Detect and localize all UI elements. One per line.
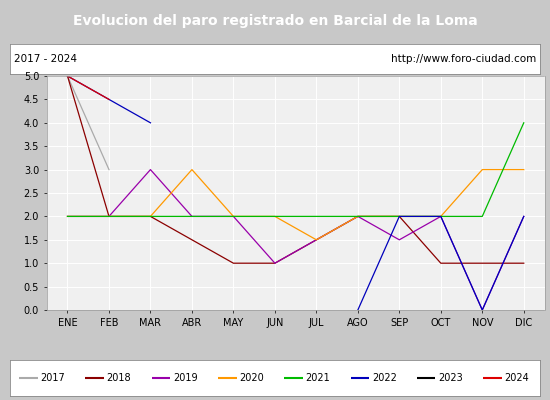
2022 xyxy=(479,308,486,312)
Text: 2021: 2021 xyxy=(305,373,330,383)
2018 xyxy=(106,214,112,219)
2020 xyxy=(313,238,320,242)
2022 xyxy=(520,214,527,219)
Line: 2022: 2022 xyxy=(358,216,524,310)
2021 xyxy=(479,214,486,219)
Text: 2020: 2020 xyxy=(239,373,264,383)
2020 xyxy=(396,214,403,219)
2021 xyxy=(272,214,278,219)
Text: 2017: 2017 xyxy=(40,373,65,383)
2021 xyxy=(106,214,112,219)
Text: 2024: 2024 xyxy=(504,373,529,383)
2018 xyxy=(355,214,361,219)
2018 xyxy=(313,238,320,242)
2019 xyxy=(64,214,71,219)
Line: 2019: 2019 xyxy=(68,170,524,310)
2020 xyxy=(189,167,195,172)
2020 xyxy=(106,214,112,219)
2020 xyxy=(230,214,236,219)
2021 xyxy=(396,214,403,219)
2019 xyxy=(189,214,195,219)
2021 xyxy=(437,214,444,219)
Text: 2019: 2019 xyxy=(173,373,197,383)
Text: 2023: 2023 xyxy=(438,373,463,383)
Text: 2022: 2022 xyxy=(372,373,397,383)
2020 xyxy=(479,167,486,172)
2020 xyxy=(272,214,278,219)
2018 xyxy=(272,261,278,266)
Text: Evolucion del paro registrado en Barcial de la Loma: Evolucion del paro registrado en Barcial… xyxy=(73,14,477,28)
2021 xyxy=(520,120,527,125)
2022 xyxy=(396,214,403,219)
2018 xyxy=(437,261,444,266)
2018 xyxy=(479,261,486,266)
2021 xyxy=(64,214,71,219)
2019 xyxy=(230,214,236,219)
2019 xyxy=(272,261,278,266)
Text: 2017 - 2024: 2017 - 2024 xyxy=(14,54,77,64)
2019 xyxy=(520,214,527,219)
2021 xyxy=(355,214,361,219)
2021 xyxy=(230,214,236,219)
2018 xyxy=(230,261,236,266)
Text: http://www.foro-ciudad.com: http://www.foro-ciudad.com xyxy=(390,54,536,64)
2018 xyxy=(147,214,154,219)
2020 xyxy=(520,167,527,172)
2018 xyxy=(396,214,403,219)
Text: 2018: 2018 xyxy=(107,373,131,383)
2021 xyxy=(147,214,154,219)
2019 xyxy=(106,214,112,219)
2018 xyxy=(520,261,527,266)
2020 xyxy=(355,214,361,219)
2019 xyxy=(437,214,444,219)
2019 xyxy=(313,238,320,242)
2021 xyxy=(189,214,195,219)
2018 xyxy=(64,74,71,78)
2021 xyxy=(313,214,320,219)
Line: 2021: 2021 xyxy=(68,123,524,216)
2020 xyxy=(437,214,444,219)
2018 xyxy=(189,238,195,242)
Line: 2018: 2018 xyxy=(68,76,524,263)
2019 xyxy=(355,214,361,219)
2020 xyxy=(147,214,154,219)
2019 xyxy=(479,308,486,312)
2022 xyxy=(355,308,361,312)
Line: 2020: 2020 xyxy=(68,170,524,240)
2022 xyxy=(437,214,444,219)
2019 xyxy=(396,238,403,242)
2019 xyxy=(147,167,154,172)
2020 xyxy=(64,214,71,219)
